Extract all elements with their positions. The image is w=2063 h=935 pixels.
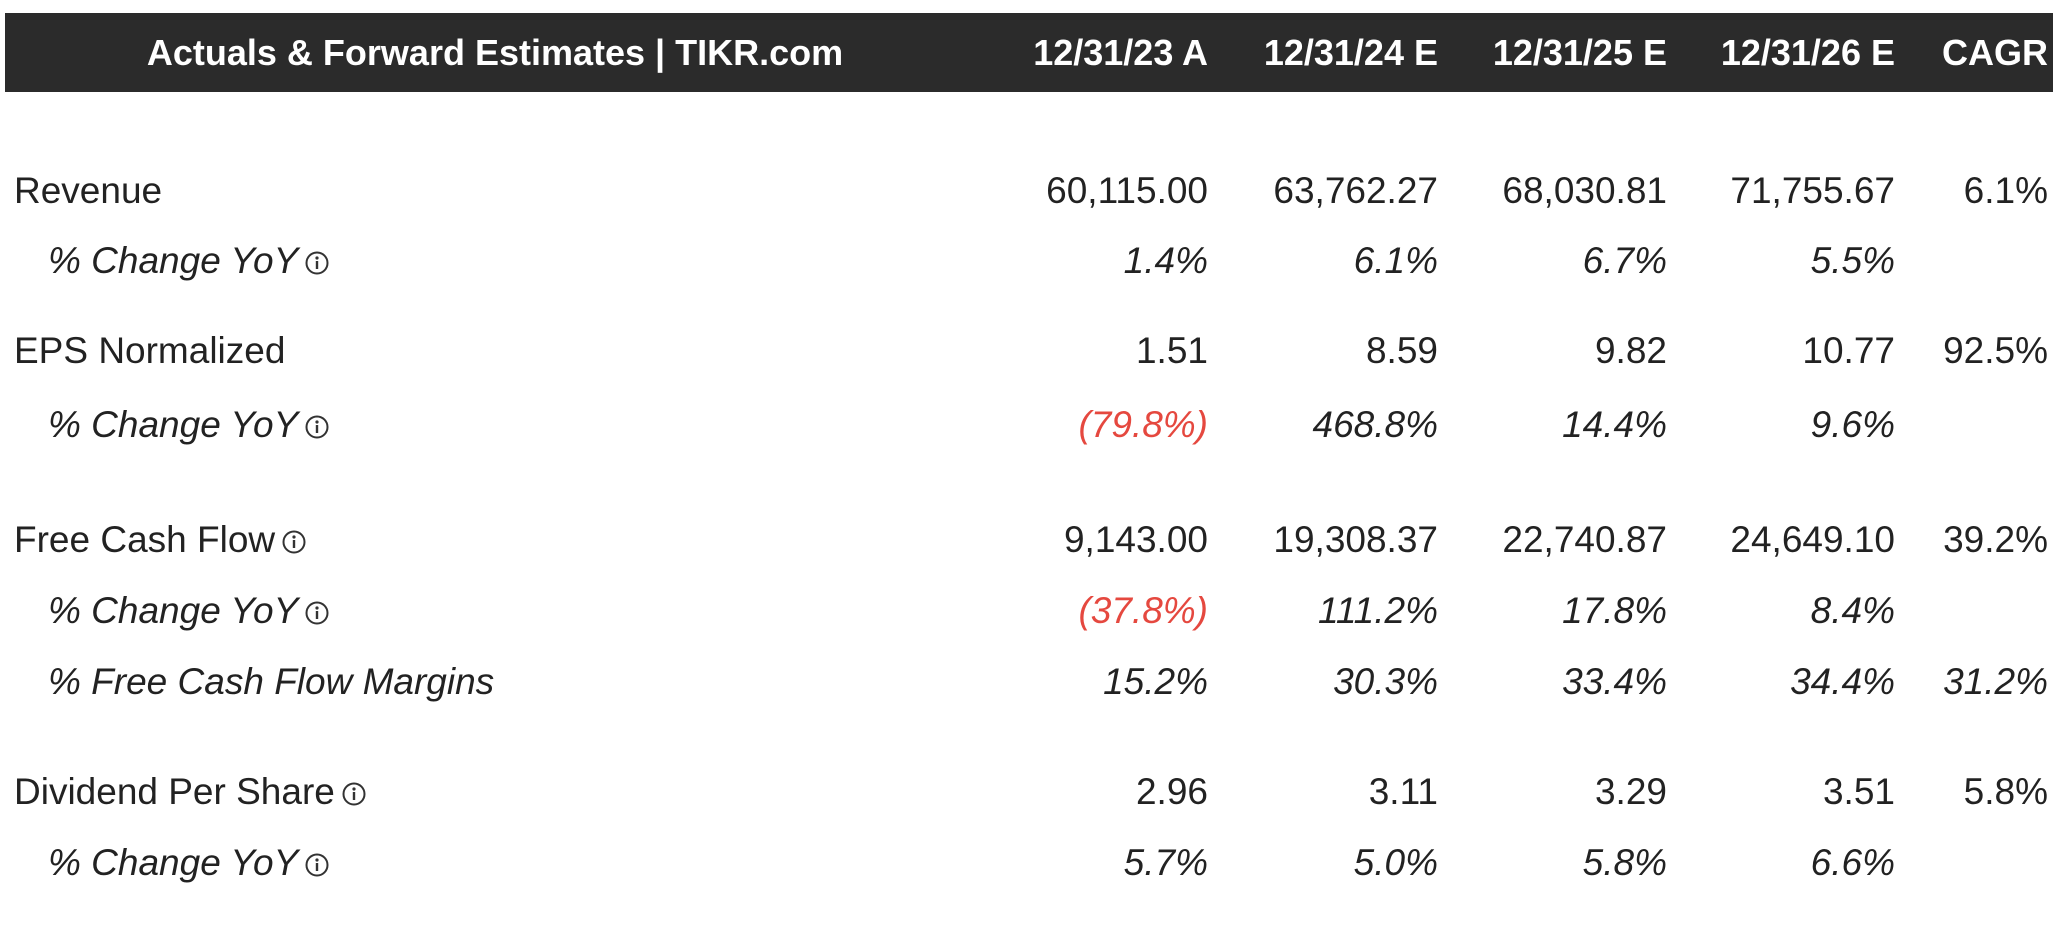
column-header: CAGR (1942, 32, 2048, 73)
row-label-text: % Change YoY (48, 590, 299, 631)
cell-value: 111.2% (1318, 590, 1438, 631)
cell-value: 63,762.27 (1273, 170, 1438, 211)
cell-value: 17.8% (1562, 590, 1667, 631)
info-icon[interactable] (304, 414, 330, 440)
cell-value: 31.2% (1943, 661, 2048, 702)
row-label: Dividend Per Share (14, 770, 367, 814)
cell-value: 60,115.00 (1046, 170, 1208, 211)
cell-value: 9.6% (1810, 404, 1895, 445)
row-label: % Change YoY (48, 239, 330, 283)
cell-value: 3.29 (1594, 771, 1667, 812)
cell-value: 6.6% (1810, 842, 1895, 883)
cell-value: 24,649.10 (1730, 519, 1895, 560)
row-label-text: % Free Cash Flow Margins (48, 661, 495, 702)
column-header: 12/31/23 A (1033, 32, 1208, 73)
row-label-text: % Change YoY (48, 842, 299, 883)
cell-value: 14.4% (1562, 404, 1667, 445)
info-icon[interactable] (304, 852, 330, 878)
info-icon[interactable] (341, 781, 367, 807)
cell-value: 468.8% (1312, 404, 1439, 445)
cell-value: 9.82 (1594, 330, 1667, 371)
cell-value: 6.1% (1353, 240, 1438, 281)
cell-value: 5.7% (1123, 842, 1208, 883)
cell-value: 33.4% (1562, 661, 1667, 702)
cell-value: 5.8% (1582, 842, 1667, 883)
row-label: % Free Cash Flow Margins (48, 660, 494, 704)
row-label: Free Cash Flow (14, 518, 307, 562)
cell-value: 34.4% (1790, 661, 1895, 702)
cell-value: 39.2% (1943, 519, 2048, 560)
row-label: Revenue (14, 169, 162, 213)
cell-value: 68,030.81 (1502, 170, 1667, 211)
row-label: % Change YoY (48, 403, 330, 447)
cell-value: (37.8%) (1078, 590, 1208, 631)
row-label: % Change YoY (48, 589, 330, 633)
row-label-text: EPS Normalized (14, 330, 286, 371)
cell-value: 2.96 (1135, 771, 1208, 812)
row-label-text: Dividend Per Share (14, 771, 335, 812)
row-label-text: Free Cash Flow (14, 519, 276, 560)
cell-value: 10.77 (1802, 330, 1895, 371)
cell-value: 5.5% (1810, 240, 1895, 281)
cell-value: 3.11 (1368, 771, 1438, 812)
cell-value: 30.3% (1333, 661, 1438, 702)
cell-value: 19,308.37 (1273, 519, 1438, 560)
cell-value: 92.5% (1943, 330, 2048, 371)
cell-value: 1.4% (1123, 240, 1208, 281)
cell-value: 15.2% (1103, 661, 1208, 702)
cell-value: (79.8%) (1078, 404, 1208, 445)
header-title: Actuals & Forward Estimates | TIKR.com (146, 32, 844, 73)
cell-value: 3.51 (1822, 771, 1895, 812)
row-label-text: Revenue (14, 170, 163, 211)
row-label-text: % Change YoY (48, 240, 299, 281)
row-label-text: % Change YoY (48, 404, 299, 445)
cell-value: 9,143.00 (1063, 519, 1208, 560)
cell-value: 22,740.87 (1502, 519, 1667, 560)
cell-value: 6.1% (1963, 170, 2048, 211)
header-bar: Actuals & Forward Estimates | TIKR.com 12… (5, 13, 2053, 92)
row-label: EPS Normalized (14, 329, 285, 373)
cell-value: 5.8% (1963, 771, 2048, 812)
info-icon[interactable] (281, 529, 307, 555)
column-header: 12/31/26 E (1720, 32, 1895, 73)
cell-value: 71,755.67 (1730, 170, 1895, 211)
cell-value: 8.4% (1810, 590, 1895, 631)
cell-value: 5.0% (1353, 842, 1438, 883)
column-header: 12/31/24 E (1263, 32, 1438, 73)
cell-value: 6.7% (1582, 240, 1667, 281)
row-label: % Change YoY (48, 841, 330, 885)
info-icon[interactable] (304, 600, 330, 626)
cell-value: 1.51 (1135, 330, 1208, 371)
info-icon[interactable] (304, 250, 330, 276)
cell-value: 8.59 (1365, 330, 1438, 371)
column-header: 12/31/25 E (1492, 32, 1667, 73)
